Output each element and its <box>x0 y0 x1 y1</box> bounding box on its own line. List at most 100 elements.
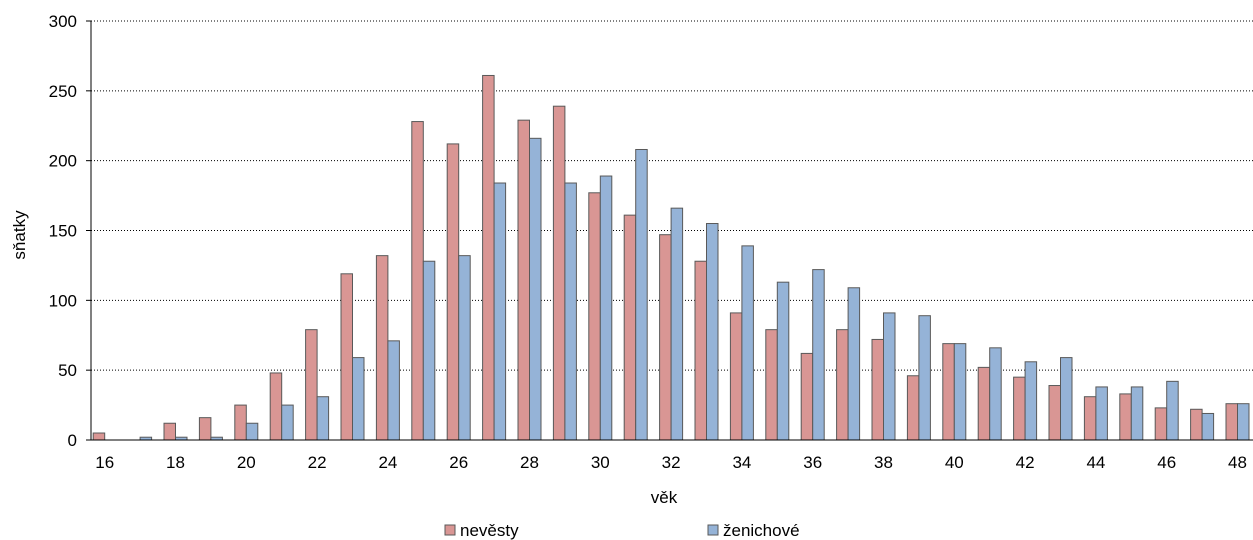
bar-nevesty <box>729 312 743 441</box>
bar-nevesty <box>977 366 991 441</box>
y-axis-title: sňatky <box>10 210 29 260</box>
y-tick-labels: 0 50 100 150 200 250 300 <box>49 12 77 450</box>
bar-nevesty <box>1013 376 1026 441</box>
x-tick-label: 38 <box>874 453 893 472</box>
bar-nevesty <box>1048 385 1061 441</box>
x-tick-label: 34 <box>732 453 751 472</box>
bar-zenichove <box>1130 386 1144 441</box>
x-tick-label: 18 <box>166 453 185 472</box>
bar-zenichove <box>670 207 684 441</box>
bar-zenichove <box>812 269 825 441</box>
bar-zenichove <box>1166 380 1179 441</box>
bar-nevesty <box>765 329 778 441</box>
bar-zenichove <box>989 347 1002 441</box>
bar-nevesty <box>694 260 707 441</box>
bar-zenichove <box>529 137 542 441</box>
bar-nevesty <box>446 143 460 441</box>
bar-zenichove <box>847 287 861 441</box>
x-tick-label: 32 <box>662 453 681 472</box>
y-tick-label: 250 <box>49 82 77 101</box>
x-tick-label: 26 <box>449 453 468 472</box>
x-tick-label: 20 <box>237 453 256 472</box>
bar-nevesty <box>552 105 566 441</box>
bar-nevesty <box>163 422 176 441</box>
y-tick-label: 100 <box>49 291 77 310</box>
bar-zenichove <box>564 182 577 441</box>
legend-item-nevesty: nevěsty <box>444 521 519 540</box>
legend-swatch-nevesty <box>444 524 456 536</box>
bar-zenichove <box>422 260 436 441</box>
bar-nevesty <box>1225 403 1238 441</box>
bar-zenichove <box>493 182 507 441</box>
plot-area <box>86 20 1253 441</box>
x-tick-label: 44 <box>1086 453 1105 472</box>
bar-nevesty <box>305 329 318 441</box>
x-tick-label: 42 <box>1016 453 1035 472</box>
x-tick-label: 24 <box>378 453 397 472</box>
bar-nevesty <box>659 234 672 441</box>
legend-item-zenichove: ženichové <box>707 521 800 540</box>
bar-nevesty <box>269 372 283 441</box>
bar-zenichove <box>245 422 259 441</box>
bar-zenichove <box>1024 361 1038 441</box>
bar-nevesty <box>517 119 530 441</box>
legend-label-nevesty: nevěsty <box>460 521 519 540</box>
bar-zenichove <box>281 404 294 441</box>
bar-nevesty <box>482 74 495 441</box>
legend-swatch-zenichove <box>707 524 719 536</box>
bar-nevesty <box>1154 407 1168 441</box>
bar-nevesty <box>411 121 424 441</box>
bar-nevesty <box>92 432 106 441</box>
bar-nevesty <box>942 343 955 441</box>
bar-zenichove <box>387 340 400 441</box>
x-tick-label: 36 <box>803 453 822 472</box>
x-tick-label: 48 <box>1228 453 1247 472</box>
x-tick-label: 16 <box>95 453 114 472</box>
bar-zenichove <box>458 255 471 441</box>
bar-nevesty <box>871 338 884 441</box>
bar-nevesty <box>1190 408 1203 441</box>
bar-zenichove <box>883 312 896 441</box>
y-tick-label: 0 <box>68 431 77 450</box>
bar-zenichove <box>1201 412 1215 441</box>
bar-zenichove <box>741 245 754 441</box>
x-tick-label: 28 <box>520 453 539 472</box>
bar-zenichove <box>352 357 365 441</box>
bar-zenichove <box>953 343 967 441</box>
bar-zenichove <box>1060 357 1073 441</box>
bar-nevesty <box>198 417 212 441</box>
bar-zenichove <box>1237 403 1250 441</box>
x-tick-label: 40 <box>945 453 964 472</box>
legend-label-zenichove: ženichové <box>723 521 800 540</box>
bar-zenichove <box>918 315 931 441</box>
legend: nevěsty ženichové <box>444 521 800 540</box>
bar-zenichove <box>599 175 613 441</box>
bar-nevesty <box>588 192 601 441</box>
axes <box>86 20 1253 441</box>
bar-nevesty <box>1083 396 1097 441</box>
bar-nevesty <box>375 255 389 441</box>
bar-zenichove <box>316 396 330 441</box>
bar-zenichove <box>635 148 648 441</box>
bar-zenichove <box>706 223 719 441</box>
bars <box>92 74 1250 441</box>
y-tick-label: 300 <box>49 12 77 31</box>
x-axis-title: věk <box>651 488 678 507</box>
x-tick-label: 22 <box>308 453 327 472</box>
bar-nevesty <box>234 404 247 441</box>
bar-nevesty <box>340 273 353 441</box>
x-tick-label: 30 <box>591 453 610 472</box>
y-tick-label: 150 <box>49 222 77 241</box>
bar-nevesty <box>800 352 814 441</box>
bar-zenichove <box>776 281 790 441</box>
bar-zenichove <box>1095 386 1108 441</box>
bar-nevesty <box>906 375 920 441</box>
y-tick-label: 50 <box>58 361 77 380</box>
bar-nevesty <box>836 329 849 441</box>
x-tick-labels: 16 18 20 22 24 26 28 30 32 34 36 38 40 42 44 46 48 <box>95 453 1247 472</box>
bar-nevesty <box>623 214 637 441</box>
bar-nevesty <box>1119 393 1132 441</box>
x-tick-label: 46 <box>1157 453 1176 472</box>
y-tick-label: 200 <box>49 152 77 171</box>
